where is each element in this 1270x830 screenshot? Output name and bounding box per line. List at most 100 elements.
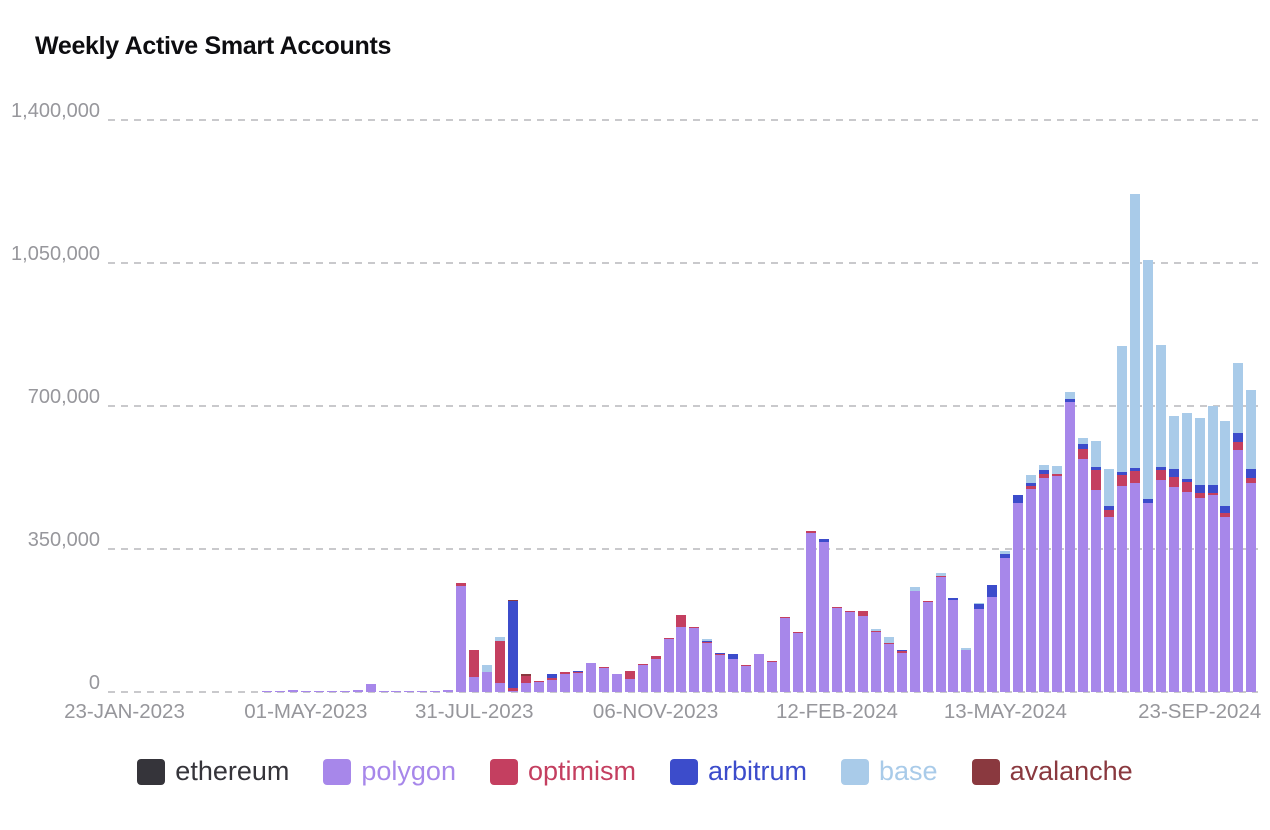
bar[interactable] xyxy=(248,120,261,692)
bar[interactable] xyxy=(222,120,235,692)
legend-item-avalanche[interactable]: avalanche xyxy=(971,758,1133,785)
bar[interactable] xyxy=(856,120,869,692)
bar[interactable] xyxy=(1128,120,1141,692)
bar-segment-polygon xyxy=(663,639,674,692)
bar[interactable] xyxy=(610,120,623,692)
bar[interactable] xyxy=(947,120,960,692)
bar[interactable] xyxy=(636,120,649,692)
bar[interactable] xyxy=(688,120,701,692)
bar[interactable] xyxy=(1232,120,1245,692)
bar[interactable] xyxy=(209,120,222,692)
bar-segment-polygon xyxy=(1129,483,1140,692)
bar[interactable] xyxy=(260,120,273,692)
bar[interactable] xyxy=(921,120,934,692)
bar[interactable] xyxy=(805,120,818,692)
bar[interactable] xyxy=(792,120,805,692)
bar[interactable] xyxy=(869,120,882,692)
bar[interactable] xyxy=(571,120,584,692)
legend-item-polygon[interactable]: polygon xyxy=(323,758,456,785)
bar[interactable] xyxy=(662,120,675,692)
bar[interactable] xyxy=(753,120,766,692)
bar[interactable] xyxy=(416,120,429,692)
bar[interactable] xyxy=(1180,120,1193,692)
bar[interactable] xyxy=(1038,120,1051,692)
bar[interactable] xyxy=(1089,120,1102,692)
bar[interactable] xyxy=(468,120,481,692)
bar[interactable] xyxy=(649,120,662,692)
bar[interactable] xyxy=(623,120,636,692)
bar[interactable] xyxy=(727,120,740,692)
bar[interactable] xyxy=(779,120,792,692)
bar[interactable] xyxy=(533,120,546,692)
bar[interactable] xyxy=(766,120,779,692)
bar[interactable] xyxy=(934,120,947,692)
bar[interactable] xyxy=(895,120,908,692)
bar[interactable] xyxy=(1167,120,1180,692)
bar[interactable] xyxy=(429,120,442,692)
bar[interactable] xyxy=(558,120,571,692)
bar-segment-base xyxy=(974,603,985,605)
bar[interactable] xyxy=(273,120,286,692)
bar[interactable] xyxy=(830,120,843,692)
bar[interactable] xyxy=(882,120,895,692)
bar[interactable] xyxy=(597,120,610,692)
bar[interactable] xyxy=(1206,120,1219,692)
bar[interactable] xyxy=(584,120,597,692)
bar[interactable] xyxy=(1115,120,1128,692)
bar[interactable] xyxy=(377,120,390,692)
bar[interactable] xyxy=(325,120,338,692)
bar[interactable] xyxy=(338,120,351,692)
bar[interactable] xyxy=(701,120,714,692)
legend-item-arbitrum[interactable]: arbitrum xyxy=(669,758,807,785)
bar[interactable] xyxy=(299,120,312,692)
bar[interactable] xyxy=(183,120,196,692)
bar[interactable] xyxy=(1025,120,1038,692)
bar[interactable] xyxy=(973,120,986,692)
bar[interactable] xyxy=(675,120,688,692)
bar[interactable] xyxy=(1102,120,1115,692)
bar[interactable] xyxy=(545,120,558,692)
x-tick-label: 12-FEB-2024 xyxy=(776,700,898,723)
bar[interactable] xyxy=(986,120,999,692)
bar[interactable] xyxy=(455,120,468,692)
bar[interactable] xyxy=(507,120,520,692)
bar[interactable] xyxy=(351,120,364,692)
bar[interactable] xyxy=(131,120,144,692)
bar[interactable] xyxy=(960,120,973,692)
bar[interactable] xyxy=(1245,120,1258,692)
bar[interactable] xyxy=(286,120,299,692)
bar[interactable] xyxy=(908,120,921,692)
bar[interactable] xyxy=(144,120,157,692)
bar[interactable] xyxy=(999,120,1012,692)
bar[interactable] xyxy=(843,120,856,692)
bar[interactable] xyxy=(1064,120,1077,692)
bar[interactable] xyxy=(170,120,183,692)
legend-item-optimism[interactable]: optimism xyxy=(489,758,636,785)
bar[interactable] xyxy=(390,120,403,692)
bar[interactable] xyxy=(1051,120,1064,692)
bar[interactable] xyxy=(1193,120,1206,692)
bar[interactable] xyxy=(714,120,727,692)
bar[interactable] xyxy=(1154,120,1167,692)
bar[interactable] xyxy=(157,120,170,692)
bar[interactable] xyxy=(1141,120,1154,692)
bar-segment-base xyxy=(1194,418,1205,486)
bar[interactable] xyxy=(196,120,209,692)
bar[interactable] xyxy=(1012,120,1025,692)
bar[interactable] xyxy=(442,120,455,692)
bar[interactable] xyxy=(403,120,416,692)
bar[interactable] xyxy=(494,120,507,692)
bar[interactable] xyxy=(1077,120,1090,692)
bar[interactable] xyxy=(364,120,377,692)
bar[interactable] xyxy=(520,120,533,692)
bar[interactable] xyxy=(118,120,131,692)
bar[interactable] xyxy=(740,120,753,692)
bar[interactable] xyxy=(312,120,325,692)
bar[interactable] xyxy=(481,120,494,692)
legend-item-ethereum[interactable]: ethereum xyxy=(137,758,289,785)
bar-segment-polygon xyxy=(404,691,415,692)
legend-item-base[interactable]: base xyxy=(841,758,938,785)
bar[interactable] xyxy=(235,120,248,692)
bar[interactable] xyxy=(817,120,830,692)
bar[interactable] xyxy=(1219,120,1232,692)
